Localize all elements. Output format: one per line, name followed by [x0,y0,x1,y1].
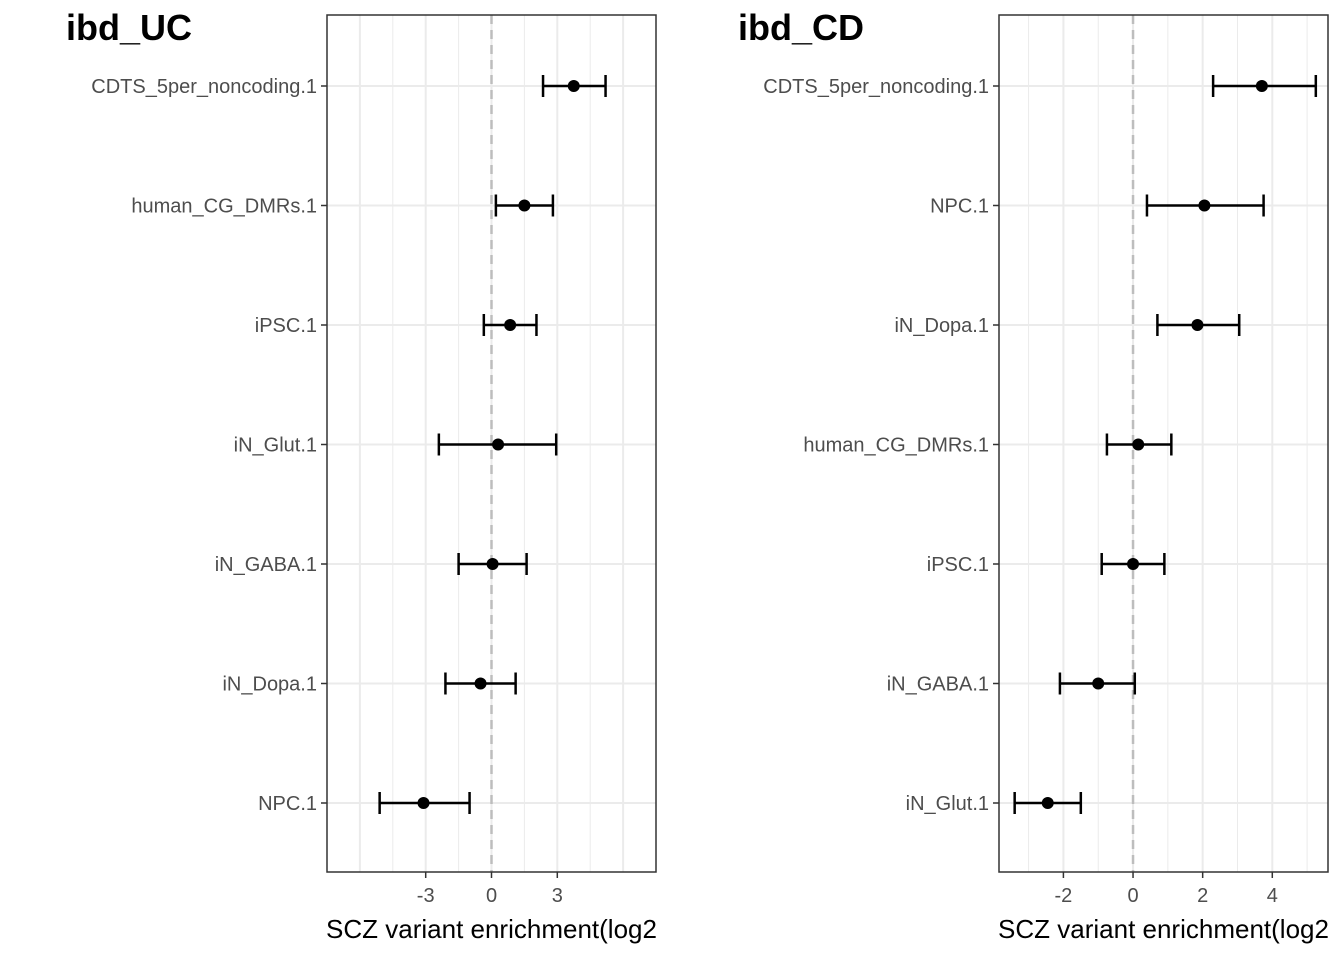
x-tick-label: 0 [486,885,497,907]
y-tick-label: iN_Glut.1 [906,793,989,815]
y-tick-label: iN_Dopa.1 [222,674,317,696]
y-tick-label: CDTS_5per_noncoding.1 [763,76,989,98]
y-tick-label: human_CG_DMRs.1 [131,196,317,218]
estimate-point [1041,797,1054,809]
plot-border [998,14,1329,873]
y-tick-label: iPSC.1 [927,554,989,576]
estimate-point [417,797,430,809]
estimate-point [1132,438,1145,451]
estimate-point [1092,677,1105,690]
estimate-point [518,199,531,212]
estimate-point [1198,199,1211,212]
estimate-point [1127,558,1140,570]
y-tick-label: human_CG_DMRs.1 [803,435,989,457]
y-tick-label: iN_Glut.1 [234,435,317,457]
x-tick-label: 3 [552,885,563,907]
x-tick-label: -3 [417,885,435,907]
x-tick-label: 2 [1197,885,1208,907]
estimate-point [474,677,487,690]
panel-title: ibd_UC [66,7,192,48]
y-tick-label: CDTS_5per_noncoding.1 [91,76,317,98]
y-tick-label: iN_GABA.1 [215,554,317,576]
estimate-point [486,558,499,570]
x-tick-label: -2 [1055,885,1073,907]
y-tick-label: iN_Dopa.1 [894,315,989,337]
estimate-point [567,80,580,92]
estimate-point [504,319,517,331]
x-tick-label: 4 [1267,885,1278,907]
x-axis-label: SCZ variant enrichment(log2 [326,914,657,944]
estimate-point [492,438,505,451]
panel-title: ibd_CD [738,7,864,48]
x-tick-label: 0 [1127,885,1138,907]
y-tick-label: NPC.1 [258,793,317,815]
chart-panel-1: CDTS_5per_noncoding.1 human_CG_DMRs.1 iPSC… [66,7,657,944]
estimate-point [1191,319,1204,331]
estimate-point [1255,80,1268,92]
y-tick-label: NPC.1 [930,196,989,218]
y-tick-label: iN_GABA.1 [887,674,989,696]
y-tick-label: iPSC.1 [255,315,317,337]
chart-panel-2: CDTS_5per_noncoding.1 NPC.1 iN_Dopa.1human… [738,7,1329,944]
x-axis-label: SCZ variant enrichment(log2 [998,914,1329,944]
